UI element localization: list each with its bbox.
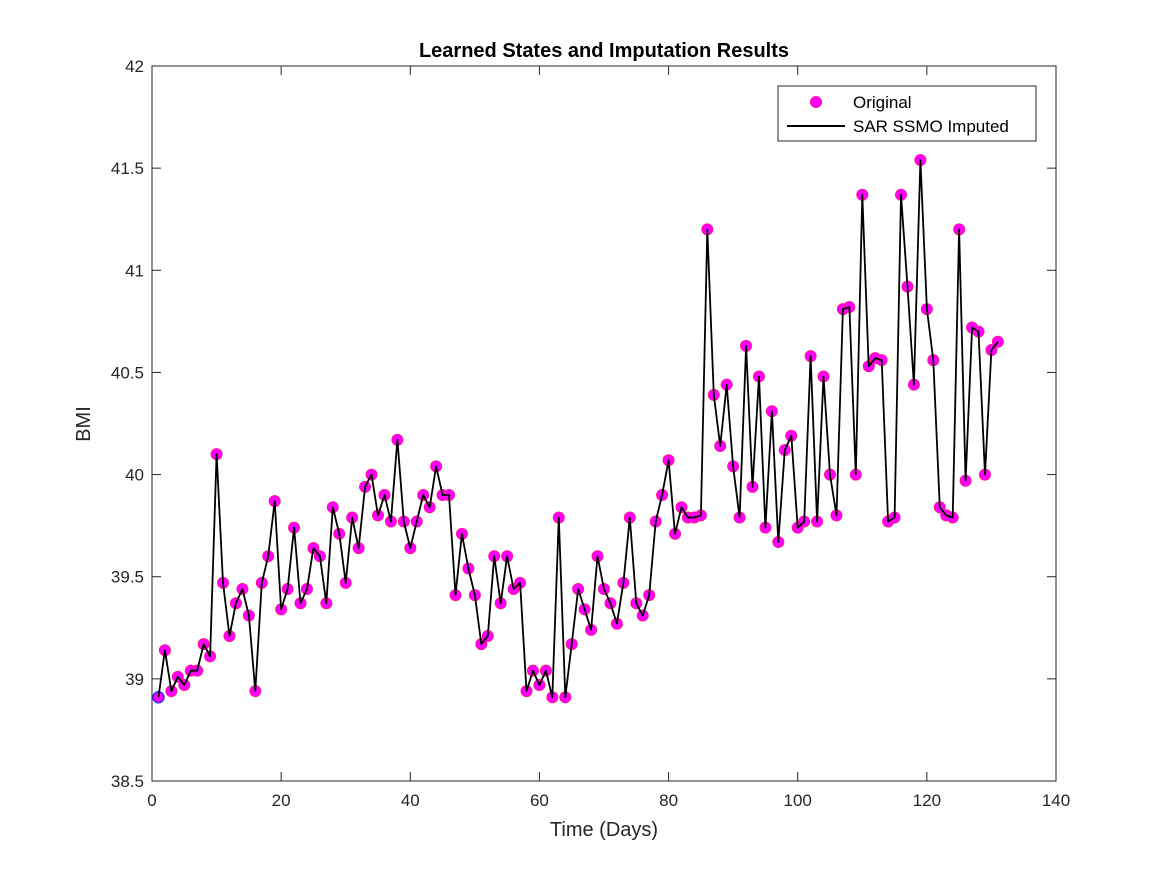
y-axis-label: BMI — [73, 406, 95, 442]
legend-original-marker — [810, 96, 822, 108]
imputed-series-line — [157, 159, 999, 699]
x-axis: 0 20 40 60 80 100 120 140 — [147, 66, 1070, 810]
y-tick-label: 41.5 — [111, 159, 144, 178]
x-tick-label: 20 — [272, 791, 291, 810]
y-axis: 38.5 39 39.5 40 40.5 41 41.5 42 — [111, 57, 1056, 791]
x-tick-label: 40 — [401, 791, 420, 810]
legend-box — [777, 85, 1037, 142]
legend: Original SAR SSMO Imputed — [777, 85, 1037, 142]
legend-original-label: Original — [853, 93, 912, 112]
legend-imputed-label: SAR SSMO Imputed — [853, 117, 1009, 136]
y-tick-label: 42 — [125, 57, 144, 76]
y-tick-label: 40 — [125, 466, 144, 485]
x-tick-label: 80 — [659, 791, 678, 810]
x-tick-label: 0 — [147, 791, 156, 810]
x-tick-label: 100 — [784, 791, 812, 810]
x-tick-label: 140 — [1042, 791, 1070, 810]
y-tick-label: 41 — [125, 261, 144, 280]
x-axis-label: Time (Days) — [550, 819, 658, 841]
axes-box — [151, 65, 1057, 782]
y-tick-label: 39.5 — [111, 568, 144, 587]
x-tick-label: 120 — [913, 791, 941, 810]
y-tick-label: 38.5 — [111, 772, 144, 791]
y-tick-label: 39 — [125, 670, 144, 689]
chart-title: Learned States and Imputation Results — [419, 40, 789, 62]
y-tick-label: 40.5 — [111, 363, 144, 382]
plot-area — [151, 65, 1057, 782]
x-tick-label: 60 — [530, 791, 549, 810]
series-layer — [152, 153, 1004, 704]
